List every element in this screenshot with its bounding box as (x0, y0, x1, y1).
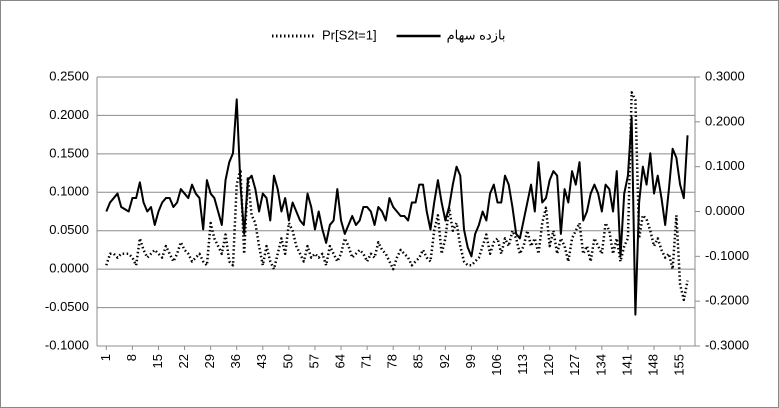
x-tick-label: 8 (124, 354, 139, 361)
y-tick-label: 0.2000 (49, 107, 89, 122)
x-tick-label: 57 (306, 354, 321, 368)
x-tick-label: 106 (489, 354, 504, 376)
y-tick-label: 0.1000 (49, 184, 89, 199)
x-tick-label: 141 (619, 354, 634, 376)
y-tick-label: 0.0000 (49, 261, 89, 276)
x-tick-label: 71 (359, 354, 374, 368)
data-line (105, 91, 689, 302)
y-tick-label: 0.0500 (49, 222, 89, 237)
x-tick-label: 92 (437, 354, 452, 368)
y2-tick-label: -0.2000 (705, 293, 749, 308)
x-tick-label: 99 (463, 354, 478, 368)
y-tick-label: 0.2500 (49, 68, 89, 83)
y2-tick-label: 0.3000 (705, 68, 745, 83)
x-tick-label: 15 (150, 354, 165, 368)
y2-tick-label: -0.3000 (705, 337, 749, 352)
x-tick-label: 22 (176, 354, 191, 368)
x-tick-label: 120 (541, 354, 556, 376)
x-tick-label: 36 (228, 354, 243, 368)
y2-tick-label: 0.2000 (705, 113, 745, 128)
y-tick-label: -0.1000 (45, 337, 89, 352)
x-tick-label: 1 (98, 354, 113, 361)
data-line (105, 98, 689, 316)
x-tick-label: 113 (515, 354, 530, 375)
x-tick-label: 78 (385, 354, 400, 368)
x-tick-label: 148 (645, 354, 660, 376)
x-tick-label: 43 (254, 354, 269, 368)
legend-label: بازده سهام (447, 27, 506, 43)
x-tick-label: 85 (411, 354, 426, 368)
y2-tick-label: 0.1000 (705, 158, 745, 173)
x-tick-label: 50 (280, 354, 295, 368)
y2-tick-label: 0.0000 (705, 203, 745, 218)
x-tick-label: 134 (593, 354, 608, 376)
y-tick-label: -0.0500 (45, 299, 89, 314)
x-tick-label: 64 (332, 354, 347, 368)
y-tick-label: 0.1500 (49, 145, 89, 160)
x-tick-label: 29 (202, 354, 217, 368)
y2-tick-label: -0.1000 (705, 248, 749, 263)
x-tick-label: 127 (567, 354, 582, 376)
x-tick-label: 155 (672, 354, 687, 376)
legend-label: Pr[S2t=1] (322, 27, 377, 42)
